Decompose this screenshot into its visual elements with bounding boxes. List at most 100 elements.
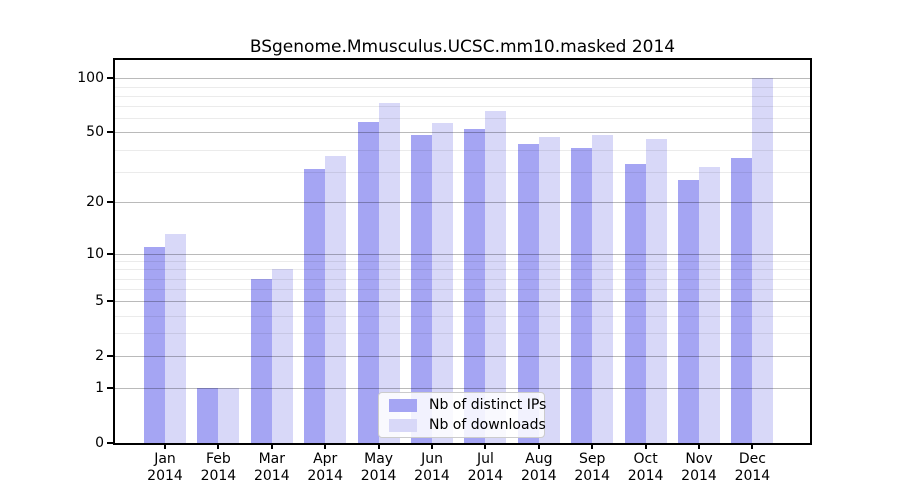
y-tick-mark xyxy=(107,300,115,303)
bar-distinct-ips xyxy=(250,278,272,443)
x-tick-mark xyxy=(591,443,594,449)
x-tick-label-month: Apr xyxy=(313,451,338,467)
x-tick-label-year: 2014 xyxy=(520,468,557,484)
x-tick-label-month: Feb xyxy=(205,451,231,467)
legend-item-downloads: Nb of downloads xyxy=(389,417,546,434)
y-tick-mark xyxy=(107,201,115,204)
x-tick-label-year: 2014 xyxy=(574,468,610,484)
bar-distinct-ips xyxy=(678,179,699,443)
x-tick-mark xyxy=(537,443,540,449)
y-tick-mark xyxy=(107,355,115,358)
x-tick-mark xyxy=(164,443,166,449)
y-tick-mark xyxy=(107,131,115,134)
legend-label-distinct-ips: Nb of distinct IPs xyxy=(429,397,547,413)
x-tick-label-year: 2014 xyxy=(200,468,237,484)
bar-distinct-ips xyxy=(411,135,432,443)
y-tick-label: 0 xyxy=(95,435,104,451)
minor-gridline xyxy=(115,261,810,262)
major-gridline xyxy=(115,356,810,358)
bar-distinct-ips xyxy=(357,122,379,443)
y-tick-label: 50 xyxy=(86,124,104,141)
bar-downloads xyxy=(165,234,186,443)
bar-downloads xyxy=(432,123,453,443)
x-tick-label-month: May xyxy=(364,451,394,467)
x-tick-label-year: 2014 xyxy=(307,468,343,484)
x-tick-label-month: Jun xyxy=(421,451,443,467)
x-tick-label-year: 2014 xyxy=(147,468,183,484)
bar-distinct-ips xyxy=(517,143,539,443)
y-tick-label: 10 xyxy=(86,245,104,262)
x-tick-mark xyxy=(431,443,433,449)
x-tick-label-month: Jul xyxy=(476,451,494,467)
major-gridline xyxy=(115,132,810,134)
y-tick-label: 2 xyxy=(95,348,104,365)
chart-title: BSgenome.Mmusculus.UCSC.mm10.masked 2014 xyxy=(249,37,676,57)
minor-gridline xyxy=(115,86,810,88)
major-gridline xyxy=(115,78,810,80)
x-tick-label-year: 2014 xyxy=(627,468,664,484)
y-tick-mark xyxy=(107,77,115,80)
y-tick-label: 100 xyxy=(77,70,104,87)
x-tick-label-month: Sep xyxy=(578,451,606,467)
bar-downloads xyxy=(538,137,560,443)
x-tick-mark xyxy=(377,443,380,449)
legend-item-distinct-ips: Nb of distinct IPs xyxy=(389,397,547,414)
bar-downloads xyxy=(592,135,614,443)
x-tick-label-month: Dec xyxy=(738,451,766,467)
minor-gridline xyxy=(115,269,810,271)
y-tick-mark xyxy=(107,252,115,255)
bar-distinct-ips xyxy=(197,388,219,443)
bar-distinct-ips xyxy=(624,164,646,443)
y-tick-label: 20 xyxy=(86,194,104,211)
minor-gridline xyxy=(115,95,810,97)
major-gridline xyxy=(115,202,810,204)
minor-gridline xyxy=(115,333,810,335)
bar-downloads xyxy=(645,138,667,443)
x-tick-label-month: Nov xyxy=(685,451,713,467)
minor-gridline xyxy=(115,315,810,317)
bar-downloads xyxy=(271,269,293,443)
bar-downloads xyxy=(325,155,347,443)
x-tick-mark xyxy=(324,443,327,449)
x-tick-label-year: 2014 xyxy=(681,468,717,484)
legend: Nb of distinct IPs Nb of downloads xyxy=(378,392,547,438)
y-tick-mark xyxy=(107,442,115,444)
x-tick-label-month: Mar xyxy=(258,451,285,467)
minor-gridline xyxy=(115,278,810,280)
y-tick-label: 1 xyxy=(95,380,104,397)
plot-area xyxy=(115,60,810,443)
bar-distinct-ips xyxy=(304,169,326,443)
x-tick-label-year: 2014 xyxy=(467,468,504,484)
bar-downloads xyxy=(218,388,240,443)
x-tick-label-month: Oct xyxy=(633,451,658,467)
bar-distinct-ips xyxy=(144,246,165,443)
x-tick-label-month: Jan xyxy=(154,451,176,467)
minor-gridline xyxy=(115,149,810,151)
bar-downloads xyxy=(752,78,774,443)
legend-swatch-downloads xyxy=(389,418,417,432)
bar-downloads xyxy=(699,166,720,443)
bar-downloads xyxy=(378,102,400,443)
x-tick-label-year: 2014 xyxy=(734,468,771,484)
major-gridline xyxy=(115,301,810,303)
major-gridline xyxy=(115,388,810,390)
legend-swatch-distinct-ips xyxy=(389,398,417,412)
bar-downloads xyxy=(485,110,507,443)
legend-label-downloads: Nb of downloads xyxy=(429,417,546,433)
bar-distinct-ips xyxy=(731,157,753,443)
x-tick-label-month: Aug xyxy=(525,451,553,467)
minor-gridline xyxy=(115,118,810,120)
minor-gridline xyxy=(115,171,810,173)
bar-distinct-ips xyxy=(571,147,593,443)
x-tick-mark xyxy=(698,443,700,449)
major-gridline xyxy=(115,253,810,255)
bar-distinct-ips xyxy=(464,129,486,443)
x-tick-label-year: 2014 xyxy=(360,468,397,484)
x-tick-label-year: 2014 xyxy=(414,468,450,484)
x-tick-mark xyxy=(644,443,647,449)
minor-gridline xyxy=(115,106,810,108)
minor-gridline xyxy=(115,289,810,291)
x-tick-mark xyxy=(270,443,273,449)
x-tick-label-year: 2014 xyxy=(253,468,290,484)
